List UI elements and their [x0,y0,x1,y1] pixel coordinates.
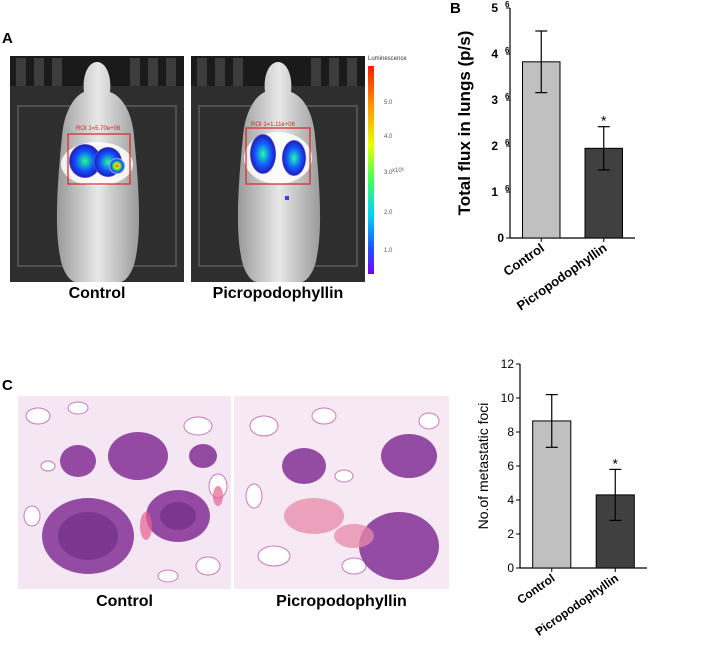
metastatic-foci-bar-chart: No.of metastatic foci024681012Control*Pi… [475,357,647,639]
significance-marker: * [613,455,619,471]
y-tick-label: 8 [507,425,514,439]
luminescence-colorbar: Luminescence 5.0 4.0 3.0 2.0 1.0 x10⁶ [366,54,446,280]
y-tick-label: 4 [507,493,514,507]
panel-label-c: C [2,377,13,394]
y-tick-label: 3 [491,93,498,107]
total-flux-bar-chart: Total flux in lungs (p/s)01 62 63 64 65 6Cont… [455,0,635,313]
colorbar-tick: 3.0 [384,170,393,176]
bioluminescence-picropodophyllin-image: ROI 1=1.11e+06 [191,56,365,282]
y-tick-label: 1 [491,185,498,199]
y-tick-label: 10 [501,391,515,405]
histology-caption-control: Control [96,593,153,610]
y-tick-exponent: 6 [505,46,510,55]
significance-marker: * [601,113,607,129]
roi-label-control: ROI 1=5.70e+06 [76,126,121,132]
y-tick-exponent: 6 [505,0,510,9]
y-tick-label: 0 [507,561,514,575]
imaging-caption-control: Control [68,285,126,302]
y-tick-exponent: 6 [505,138,510,147]
colorbar-title: Luminescence [368,56,407,62]
panel-label-b: B [450,0,461,17]
panel-label-a: A [2,30,13,47]
colorbar-tick: 4.0 [384,134,393,140]
x-category-label: Control [514,571,557,607]
y-tick-label: 2 [507,527,514,541]
colorbar-unit: x10⁶ [392,167,405,174]
y-tick-label: 4 [491,47,498,61]
y-tick-label: 5 [491,1,498,15]
y-tick-exponent: 6 [505,184,510,193]
colorbar-tick: 1.0 [384,248,393,254]
histology-control-image [18,396,231,589]
colorbar-tick: 5.0 [384,100,393,106]
y-tick-label: 0 [497,231,504,245]
y-tick-label: 6 [507,459,514,473]
y-axis-label: No.of metastatic foci [475,403,491,530]
roi-label-picropodophyllin: ROI 1=1.11e+06 [251,122,296,128]
y-tick-label: 2 [491,139,498,153]
y-tick-exponent: 6 [505,92,510,101]
histology-picropodophyllin-image [234,396,449,589]
histology-caption-picropodophyllin: Picropodophyllin [276,593,407,610]
x-category-label: Control [501,240,547,279]
colorbar-tick: 2.0 [384,210,393,216]
y-axis-label: Total flux in lungs (p/s) [455,31,474,216]
imaging-caption-picropodophyllin: Picropodophyllin [212,285,344,302]
y-tick-label: 12 [501,357,515,371]
bioluminescence-control-image: ROI 1=5.70e+06 [10,56,184,282]
